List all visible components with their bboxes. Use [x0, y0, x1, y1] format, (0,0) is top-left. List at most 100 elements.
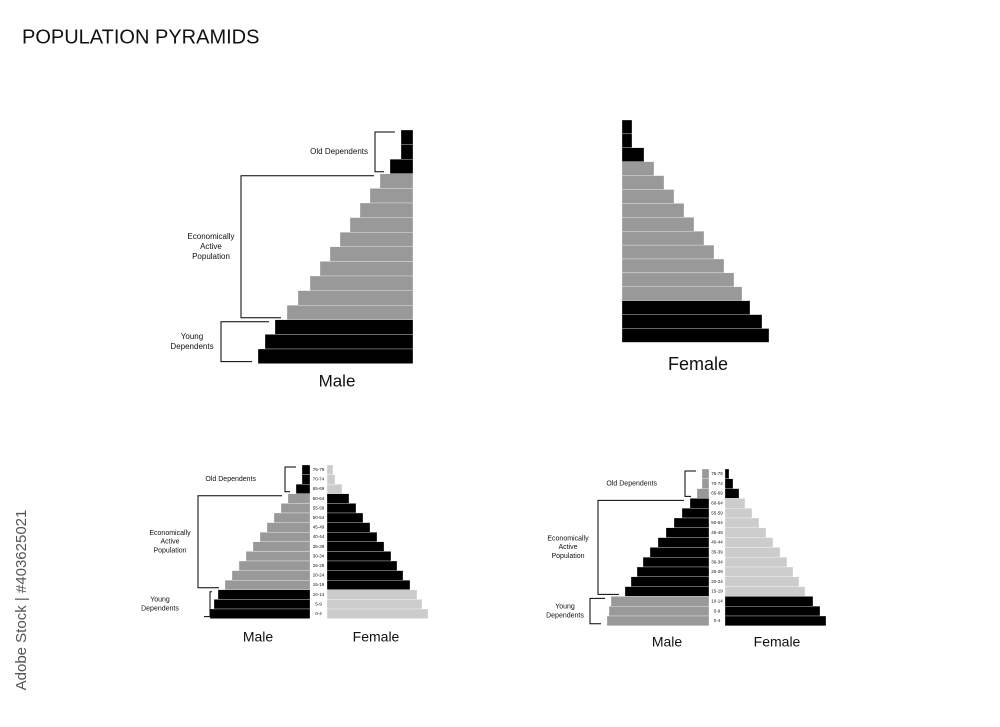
pyramid-bar: [608, 606, 710, 617]
pyramid-bar: [610, 596, 710, 607]
pyramid-bar: [724, 596, 814, 607]
pyramid-bar: [621, 286, 743, 301]
age-label: 45-49: [711, 530, 723, 535]
pyramid-bar: [624, 586, 710, 597]
pyramid-bar: [319, 261, 414, 277]
pyramid-bar: [621, 300, 751, 315]
side-label: Female: [353, 629, 400, 645]
age-label: 60-64: [313, 496, 325, 501]
pyramid-bar: [326, 560, 398, 571]
pyramid-bar: [724, 537, 774, 548]
annotation-text: Dependents: [546, 612, 584, 619]
pyramid-bar: [621, 244, 715, 260]
pyramid-bar: [621, 119, 633, 135]
age-label: 20-24: [313, 573, 325, 578]
age-label: 0-4: [315, 611, 322, 616]
pyramid-bar: [309, 275, 414, 291]
side-label: Male: [243, 629, 274, 645]
annotation-text: Economically: [547, 535, 589, 542]
pyramid-bar: [724, 478, 734, 489]
pyramid-bar: [280, 503, 311, 514]
annotation-text: Population: [153, 547, 186, 554]
pyramid-bar: [689, 498, 710, 509]
title: POPULATION PYRAMIDS: [22, 26, 259, 48]
age-label: 30-34: [313, 553, 325, 558]
pyramid-bar: [621, 231, 705, 246]
age-label: 50-54: [711, 520, 723, 525]
age-label: 75-79: [313, 467, 325, 472]
pyramid-bar: [379, 173, 414, 189]
pyramid-bar: [326, 464, 334, 475]
pyramid-bar: [657, 537, 710, 548]
age-label: 25-29: [711, 569, 723, 574]
pyramid-bar: [621, 203, 685, 218]
pyramid-bar: [724, 557, 788, 568]
age-label: 65-69: [313, 486, 325, 491]
pyramid-bar: [636, 566, 710, 577]
annotation-text: Economically: [187, 232, 234, 241]
pyramid-bar: [724, 547, 781, 558]
pyramid-bar: [287, 493, 311, 504]
pyramid-bar: [326, 532, 378, 542]
pyramid-bar: [724, 488, 740, 499]
pyramid-bar: [621, 147, 645, 162]
pyramid-bar: [630, 576, 710, 587]
pyramid-bar: [326, 474, 336, 485]
pyramid-bar: [252, 541, 311, 552]
side-label: Male: [319, 371, 356, 390]
age-label: 30-34: [711, 559, 723, 564]
bracket: [240, 175, 374, 319]
age-label: 0-4: [714, 618, 721, 623]
pyramid-bar: [326, 570, 404, 581]
age-label: 35-39: [711, 549, 723, 554]
age-label: 25-29: [313, 563, 325, 568]
pyramid-bar: [339, 232, 414, 247]
pyramid-bar: [231, 570, 311, 581]
pyramid-bar: [649, 547, 710, 558]
pyramid-bar: [621, 217, 695, 232]
pyramid-bar: [621, 258, 725, 274]
pyramid-bar: [359, 202, 414, 218]
age-label: 10-14: [313, 592, 325, 597]
pyramid-bar: [369, 188, 414, 204]
pyramid-bar: [724, 498, 746, 509]
pyramid-bar: [266, 522, 311, 533]
pyramid-bar: [642, 557, 710, 568]
pyramid-bar: [400, 129, 414, 145]
side-label: Male: [652, 634, 683, 650]
bracket: [220, 321, 269, 363]
bracket: [684, 470, 696, 497]
pyramid-bar: [400, 144, 414, 160]
pyramid-bar: [389, 159, 414, 174]
pyramid-bar: [301, 474, 311, 485]
annotation-text: Young: [150, 597, 170, 604]
pyramid-bar: [724, 517, 760, 528]
side-label: Female: [668, 354, 728, 374]
pyramid-bar: [297, 290, 414, 306]
bracket: [597, 499, 684, 595]
pyramid-bar: [701, 478, 710, 489]
pyramid-bar: [329, 246, 414, 262]
annotation-text: Dependents: [141, 605, 179, 612]
pyramid-bar: [724, 527, 767, 538]
pyramid-bar: [724, 566, 794, 577]
pyramid-bar: [326, 589, 418, 600]
pyramid-bar: [326, 599, 423, 610]
pyramid-bar: [209, 608, 311, 619]
age-label: 35-39: [313, 544, 325, 549]
pyramid-bar: [701, 468, 710, 479]
pyramid-bar: [681, 508, 710, 519]
pyramid-bar: [259, 532, 311, 542]
bracket: [589, 597, 605, 625]
pyramid-bar: [326, 608, 429, 619]
pyramid-bar: [621, 272, 735, 287]
pyramid-bar: [295, 484, 311, 494]
pyramid-bar: [621, 328, 770, 343]
pyramid-bar: [245, 551, 311, 562]
pyramid-bar: [273, 512, 311, 523]
age-label: 15-19: [313, 582, 325, 587]
pyramid-bar: [621, 133, 633, 148]
pyramid-bar: [724, 508, 753, 519]
pyramid-bar: [621, 314, 763, 329]
annotation-text: Old Dependents: [205, 476, 256, 483]
